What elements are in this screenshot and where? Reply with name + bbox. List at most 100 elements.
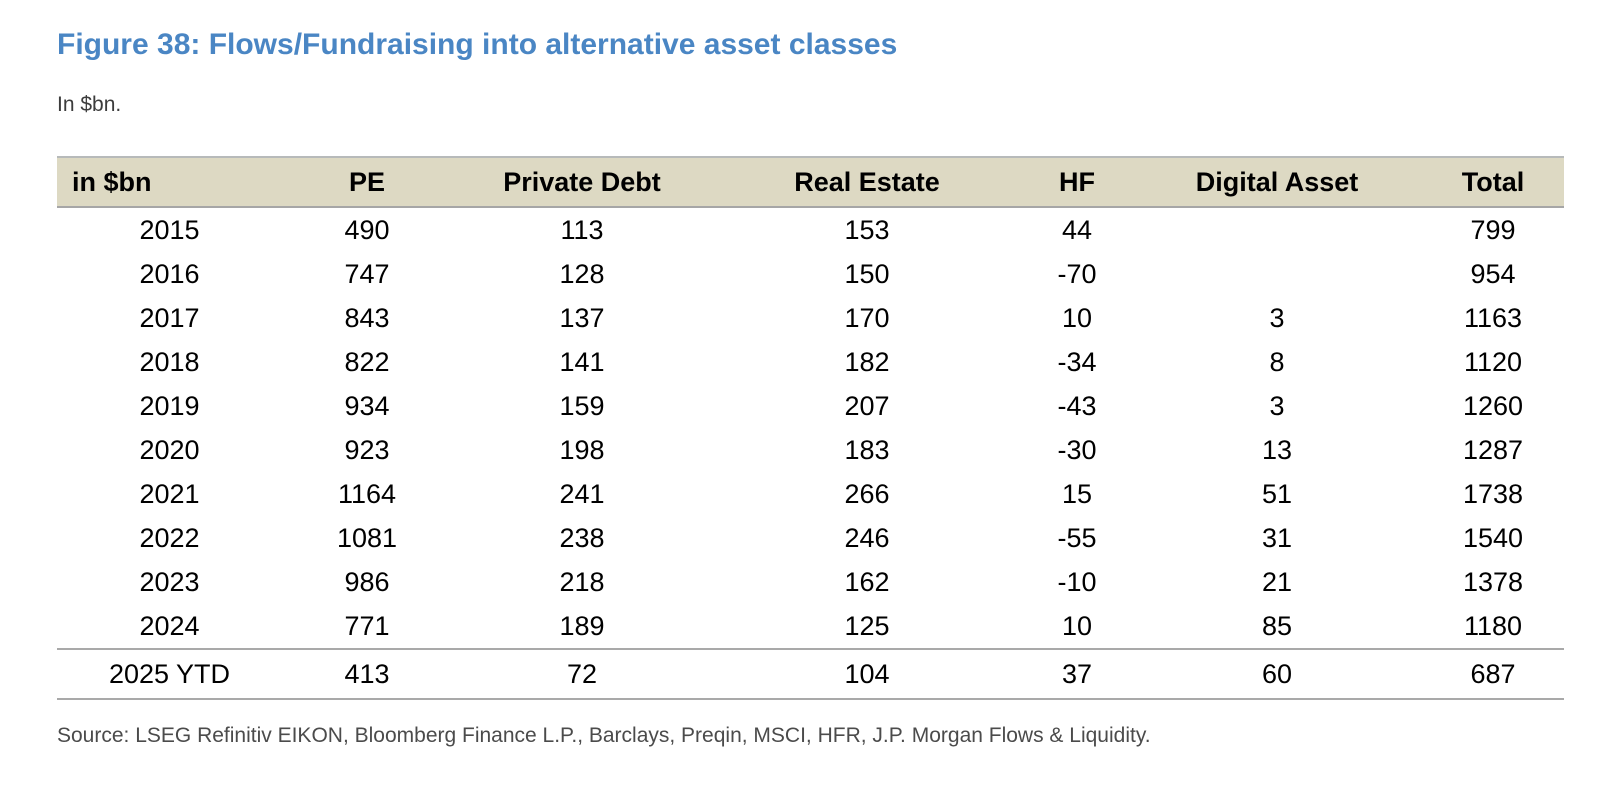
value-cell: 104	[712, 648, 1022, 699]
value-cell: 159	[559, 390, 605, 421]
value-cell: 8	[1269, 346, 1285, 377]
year-cell: 2021	[139, 478, 200, 509]
value-cell	[1132, 207, 1422, 252]
value-cell: 125	[844, 610, 890, 641]
value-cell: 986	[344, 566, 390, 597]
value-cell: 37	[1022, 648, 1132, 699]
year-cell: 2025 YTD	[57, 648, 282, 699]
value-cell: 15	[1061, 478, 1093, 509]
value-cell: -34	[1057, 346, 1097, 377]
flows-fundraising-table: in $bn PE Private Debt Real Estate HF Digital…	[57, 156, 1564, 700]
column-header: in $bn	[57, 156, 282, 208]
value-cell: -10	[1057, 566, 1097, 597]
table-row: 2024 771 189 125 10 85 1180	[57, 604, 1564, 649]
value-cell: 31	[1261, 522, 1293, 553]
value-cell: 150	[844, 258, 890, 289]
value-cell: 1120	[1463, 346, 1523, 377]
value-cell: 153	[844, 214, 890, 245]
value-cell: 218	[559, 566, 605, 597]
table-row: 2022 1081 238 246 -55 31 1540	[57, 516, 1564, 560]
year-cell: 2022	[139, 522, 200, 553]
column-header: Real Estate	[712, 156, 1022, 208]
year-cell: 2017	[139, 302, 200, 333]
table-row: 2018 822 141 182 -34 8 1120	[57, 340, 1564, 384]
table-row: 2016 747 128 150 -70 954	[57, 252, 1564, 296]
value-cell: 137	[559, 302, 605, 333]
value-cell: 1163	[1463, 302, 1523, 333]
table-row-ytd: 2025 YTD 413 72 104 37 60 687	[57, 648, 1564, 699]
table-row: 2019 934 159 207 -43 3 1260	[57, 384, 1564, 428]
figure-subtitle: In $bn.	[57, 93, 122, 116]
value-cell: 843	[344, 302, 390, 333]
table-head: in $bn PE Private Debt Real Estate HF Digital…	[57, 156, 1564, 208]
value-cell: 183	[844, 434, 890, 465]
value-cell: 771	[344, 610, 390, 641]
table-row: 2023 986 218 162 -10 21 1378	[57, 560, 1564, 604]
value-cell: 13	[1261, 434, 1293, 465]
year-cell: 2020	[139, 434, 200, 465]
value-cell: 3	[1269, 302, 1285, 333]
table-row: 2017 843 137 170 10 3 1163	[57, 296, 1564, 340]
figure-title: Figure 38: Flows/Fundraising into altern…	[57, 28, 898, 61]
column-header: Digital Asset	[1132, 156, 1422, 208]
value-cell: 1164	[337, 478, 397, 509]
value-cell: 1081	[336, 522, 398, 553]
value-cell: 170	[844, 302, 890, 333]
value-cell: 189	[559, 610, 605, 641]
value-cell: 113	[560, 214, 604, 245]
table-row: 2015 490 113 153 44 799	[57, 207, 1564, 252]
value-cell: 141	[559, 346, 605, 377]
column-header: PE	[282, 156, 452, 208]
year-cell: 2023	[139, 566, 200, 597]
source-note: Source: LSEG Refinitiv EIKON, Bloomberg …	[57, 724, 1151, 747]
year-cell: 2024	[139, 610, 200, 641]
year-cell: 2019	[139, 390, 200, 421]
value-cell: 799	[1470, 214, 1516, 245]
value-cell: 60	[1132, 648, 1422, 699]
table-header-row: in $bn PE Private Debt Real Estate HF Digital…	[57, 156, 1564, 208]
value-cell: 687	[1422, 648, 1564, 699]
value-cell: -55	[1057, 522, 1097, 553]
value-cell: 10	[1061, 302, 1093, 333]
column-header: Private Debt	[452, 156, 712, 208]
value-cell: 10	[1061, 610, 1093, 641]
value-cell: -43	[1057, 390, 1097, 421]
table-body: 2015 490 113 153 44 799 2016 747 128 150 -70 954 201…	[57, 207, 1564, 699]
value-cell: 1738	[1462, 478, 1524, 509]
value-cell: 1180	[1463, 610, 1523, 641]
value-cell: 241	[559, 478, 605, 509]
value-cell: 822	[344, 346, 390, 377]
table-row: 2021 1164 241 266 15 51 1738	[57, 472, 1564, 516]
value-cell: 3	[1269, 390, 1285, 421]
value-cell: 266	[844, 478, 890, 509]
value-cell: 72	[452, 648, 712, 699]
value-cell: 162	[844, 566, 890, 597]
year-cell: 2015	[139, 214, 200, 245]
value-cell: 954	[1470, 258, 1516, 289]
value-cell: 207	[844, 390, 890, 421]
value-cell: 1378	[1462, 566, 1524, 597]
value-cell: 1540	[1462, 522, 1524, 553]
value-cell: 182	[844, 346, 890, 377]
table-row: 2020 923 198 183 -30 13 1287	[57, 428, 1564, 472]
value-cell: 413	[282, 648, 452, 699]
column-header: Total	[1422, 156, 1564, 208]
value-cell: 85	[1261, 610, 1293, 641]
value-cell: 246	[844, 522, 890, 553]
column-header: HF	[1022, 156, 1132, 208]
year-cell: 2018	[139, 346, 200, 377]
value-cell: 1287	[1462, 434, 1524, 465]
value-cell: 198	[559, 434, 605, 465]
value-cell: 747	[344, 258, 390, 289]
value-cell: 923	[344, 434, 390, 465]
value-cell: -30	[1057, 434, 1097, 465]
value-cell: 21	[1261, 566, 1293, 597]
value-cell: 490	[344, 214, 390, 245]
value-cell: 51	[1261, 478, 1293, 509]
value-cell: -70	[1057, 258, 1097, 289]
value-cell: 44	[1061, 214, 1093, 245]
value-cell	[1132, 252, 1422, 296]
year-cell: 2016	[139, 258, 200, 289]
value-cell: 934	[344, 390, 390, 421]
